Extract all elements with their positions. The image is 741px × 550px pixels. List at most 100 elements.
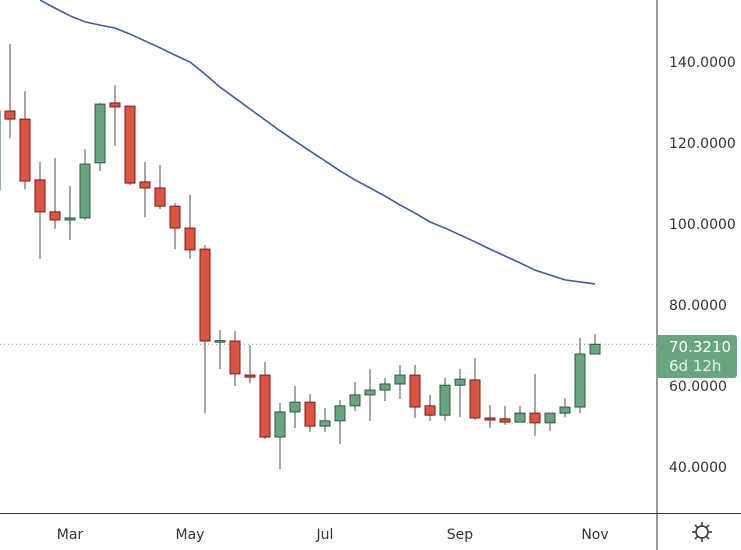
- candle: [154, 164, 166, 210]
- candle: [484, 405, 496, 429]
- candle-body-down: [199, 248, 211, 342]
- candle-body-up: [589, 343, 601, 355]
- candle-body-down: [499, 418, 511, 423]
- price-tick-label: 60.0000: [669, 379, 727, 395]
- candle: [214, 330, 226, 369]
- time-axis[interactable]: Mar May Jul Sep Nov: [57, 527, 609, 543]
- candle-body-up: [454, 378, 466, 386]
- bar-countdown: 6d 12h: [669, 357, 722, 375]
- candle: [379, 377, 391, 401]
- candle: [304, 394, 316, 433]
- candle: [244, 345, 256, 384]
- candle: [289, 386, 301, 429]
- candle-body-down: [244, 374, 256, 378]
- candle: [589, 334, 601, 355]
- time-tick-label: Jul: [316, 527, 334, 543]
- candle: [139, 162, 151, 218]
- candle-body-down: [19, 118, 31, 182]
- time-tick-label: Mar: [57, 527, 84, 543]
- candle: [49, 157, 61, 229]
- candle: [334, 400, 346, 444]
- candle-body-down: [124, 105, 136, 184]
- candle-body-up: [289, 401, 301, 413]
- candle-body-down: [304, 401, 316, 427]
- candle-body-down: [469, 379, 481, 419]
- candle: [499, 405, 511, 425]
- plot-area: [0, 0, 657, 470]
- candle-body-down: [424, 405, 436, 416]
- candle: [424, 394, 436, 421]
- candle-body-down: [4, 110, 16, 120]
- candle: [94, 102, 106, 171]
- candle: [514, 405, 526, 423]
- candle-body-up: [79, 163, 91, 219]
- candle-body-down: [259, 374, 271, 438]
- candle: [454, 368, 466, 418]
- candle: [259, 362, 271, 440]
- candle: [364, 368, 376, 421]
- candle-body-down: [139, 181, 151, 189]
- candle: [229, 330, 241, 386]
- time-tick-label: May: [176, 527, 205, 543]
- price-tick-label: 140.0000: [669, 55, 736, 71]
- candle-body-up: [364, 389, 376, 396]
- time-tick-label: Sep: [447, 527, 474, 543]
- candle: [319, 407, 331, 433]
- candle: [544, 412, 556, 431]
- price-tick-label: 120.0000: [669, 136, 736, 152]
- candle-body-up: [214, 340, 226, 343]
- candle: [439, 377, 451, 421]
- candle: [34, 162, 46, 259]
- candle-body-up: [439, 384, 451, 416]
- candle-body-down: [529, 412, 541, 424]
- candle: [64, 185, 76, 241]
- price-tick-label: 40.0000: [669, 460, 727, 476]
- candle-body-up: [274, 411, 286, 438]
- candle: [169, 202, 181, 250]
- candle: [394, 364, 406, 399]
- candle-body-up: [394, 374, 406, 385]
- candle: [19, 91, 31, 190]
- candle: [529, 373, 541, 436]
- candle: [79, 149, 91, 220]
- candle: [4, 44, 16, 139]
- price-axis[interactable]: 140.0000 120.0000 100.0000 80.0000 60.0000 40…: [669, 55, 736, 476]
- candle-body-down: [154, 187, 166, 207]
- candle-body-down: [229, 340, 241, 375]
- candle-body-up: [559, 406, 571, 414]
- candle: [559, 398, 571, 418]
- candle: [109, 85, 121, 146]
- candle-body-up: [574, 353, 586, 408]
- candle-body-down: [169, 205, 181, 229]
- candle-body-up: [544, 412, 556, 424]
- candle-body-up: [334, 405, 346, 422]
- candle: [409, 364, 421, 418]
- candle-body-down: [184, 227, 196, 251]
- moving-average-line: [39, 0, 596, 285]
- last-price-value: 70.3210: [669, 338, 732, 356]
- candle: [184, 194, 196, 259]
- candle-body-up: [94, 103, 106, 164]
- candle-body-down: [484, 417, 496, 421]
- last-price-tag: 70.3210 6d 12h: [657, 335, 737, 378]
- gear-icon[interactable]: [690, 520, 714, 544]
- candle-body-down: [409, 374, 421, 408]
- candle: [199, 245, 211, 414]
- candle: [274, 403, 286, 470]
- candle: [574, 337, 586, 414]
- candle: [124, 105, 136, 186]
- candle-body-down: [109, 102, 121, 108]
- price-tick-label: 80.0000: [669, 298, 727, 314]
- price-tick-label: 100.0000: [669, 217, 736, 233]
- candle-body-up: [349, 394, 361, 407]
- candle-body-up: [64, 217, 76, 221]
- candle-body-up: [319, 420, 331, 427]
- candle-body-up: [379, 383, 391, 391]
- time-tick-label: Nov: [581, 527, 608, 543]
- candle-body-down: [34, 179, 46, 213]
- candle: [349, 381, 361, 412]
- candle-body-down: [49, 211, 61, 221]
- candle: [469, 358, 481, 421]
- candle-body-up: [514, 412, 526, 423]
